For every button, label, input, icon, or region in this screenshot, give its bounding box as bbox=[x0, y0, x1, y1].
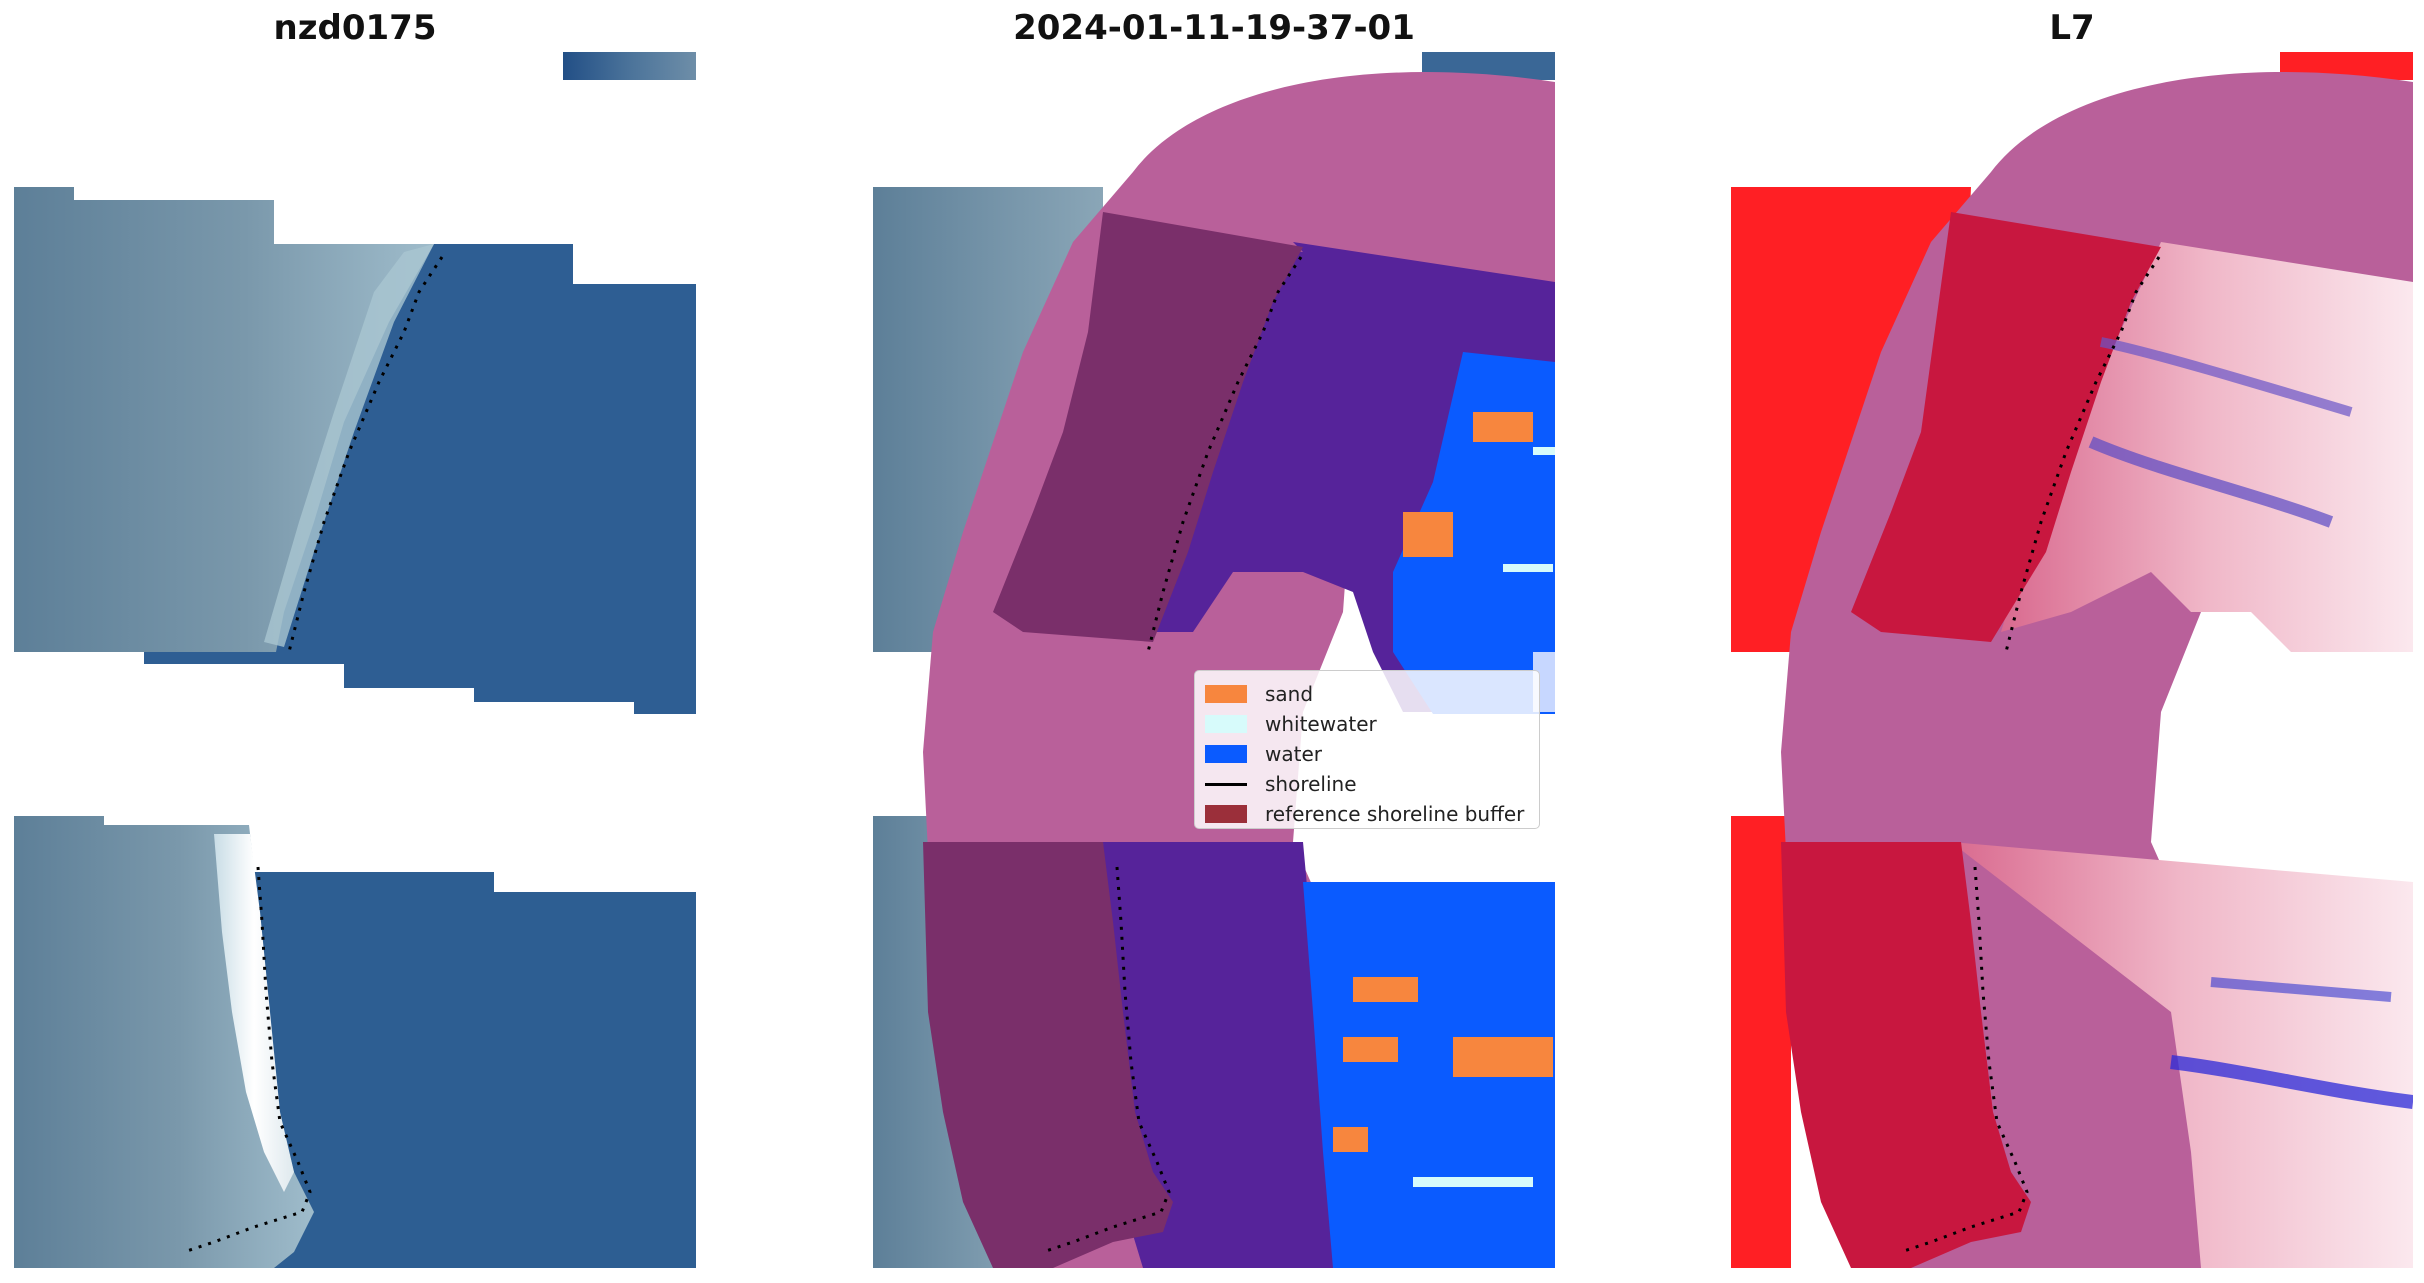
reference-buffer-upper bbox=[1851, 212, 2161, 642]
legend-item-sand: sand bbox=[1205, 679, 1529, 709]
legend-label: whitewater bbox=[1265, 712, 1377, 736]
index-streak bbox=[2088, 436, 2334, 528]
legend-label: reference shoreline buffer bbox=[1265, 802, 1525, 826]
legend-item-water: water bbox=[1205, 739, 1529, 769]
index-panel bbox=[1731, 52, 2413, 1268]
legend-label: shoreline bbox=[1265, 772, 1357, 796]
legend-item-whitewater: whitewater bbox=[1205, 709, 1529, 739]
lower-beach bbox=[214, 834, 294, 1192]
index-streak bbox=[2210, 977, 2392, 1002]
right-panel-title: L7 bbox=[2049, 8, 2095, 48]
sand-patch bbox=[1403, 512, 1453, 557]
legend: sand whitewater water shoreline referenc… bbox=[1194, 670, 1540, 829]
lower-deep-water bbox=[1103, 842, 1343, 1268]
legend-line-shoreline bbox=[1205, 775, 1247, 793]
index-streak bbox=[2170, 1055, 2413, 1109]
legend-item-reference-buffer: reference shoreline buffer bbox=[1205, 799, 1529, 829]
legend-swatch-reference-buffer bbox=[1205, 805, 1247, 823]
upper-shoreline bbox=[2004, 256, 2161, 653]
sand-patch bbox=[1453, 1037, 1553, 1077]
legend-label: sand bbox=[1265, 682, 1314, 706]
upper-land bbox=[14, 187, 434, 652]
sand-patch bbox=[1473, 412, 1533, 442]
upper-shoreline bbox=[1146, 256, 1303, 653]
whitewater-patch bbox=[1413, 1177, 1533, 1187]
sand-patch bbox=[1333, 1127, 1368, 1152]
whitewater-patch bbox=[1503, 564, 1553, 572]
middle-panel-title: 2024-01-11-19-37-01 bbox=[1013, 8, 1415, 48]
land-area-lower bbox=[1731, 816, 1791, 1268]
left-panel-title: nzd0175 bbox=[273, 8, 437, 48]
water-region bbox=[1393, 352, 1555, 714]
legend-label: water bbox=[1265, 742, 1322, 766]
classification-panel bbox=[873, 52, 1555, 1268]
upper-surf bbox=[264, 244, 434, 647]
legend-swatch-sand bbox=[1205, 685, 1247, 703]
upper-shoreline bbox=[287, 256, 444, 653]
index-streak bbox=[2100, 337, 2353, 417]
lower-shoreline bbox=[183, 866, 312, 1254]
sand-patch bbox=[1343, 1037, 1398, 1062]
legend-swatch-water bbox=[1205, 745, 1247, 763]
reference-buffer-lower bbox=[1781, 842, 2031, 1268]
reference-buffer-upper bbox=[993, 212, 1303, 642]
legend-swatch-whitewater bbox=[1205, 715, 1247, 733]
sand-patch bbox=[1353, 977, 1418, 1002]
rgb-image-panel bbox=[14, 52, 696, 1268]
sea-index-lower bbox=[1951, 842, 2413, 1268]
lower-shoreline bbox=[1042, 866, 1171, 1254]
image-strip bbox=[563, 52, 696, 80]
reference-buffer-lower bbox=[923, 842, 1173, 1268]
legend-item-shoreline: shoreline bbox=[1205, 769, 1529, 799]
sea-index-upper bbox=[2001, 242, 2413, 652]
lower-shoreline bbox=[1900, 866, 2029, 1254]
whitewater-patch bbox=[1533, 447, 1555, 455]
